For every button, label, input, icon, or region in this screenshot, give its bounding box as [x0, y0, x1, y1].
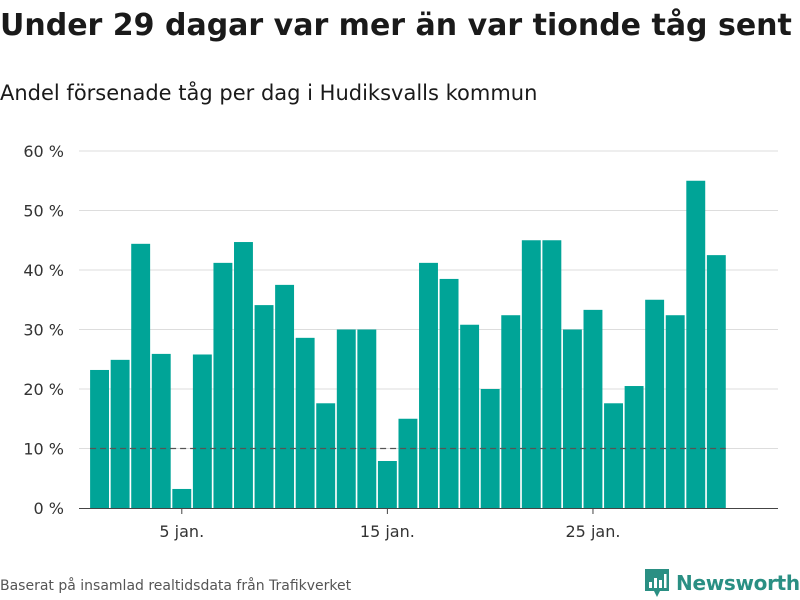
- y-tick-label: 30 %: [23, 321, 64, 340]
- x-tick-label: 5 jan.: [159, 522, 204, 541]
- x-tick-label: 15 jan.: [360, 522, 415, 541]
- bar: [172, 488, 192, 508]
- bar: [192, 354, 212, 508]
- y-tick-label: 50 %: [23, 202, 64, 221]
- y-tick-label: 0 %: [34, 499, 64, 518]
- y-tick-label: 20 %: [23, 380, 64, 399]
- bar: [542, 240, 562, 508]
- x-tick-label: 25 jan.: [566, 522, 621, 541]
- bar: [604, 403, 623, 508]
- bar: [521, 240, 541, 508]
- bar: [275, 284, 295, 508]
- bar: [254, 305, 274, 508]
- bar: [686, 180, 706, 508]
- bar: [624, 386, 644, 508]
- bar: [213, 262, 233, 508]
- chart-title: Under 29 dagar var mer än var tionde tåg…: [0, 8, 792, 43]
- bar: [110, 359, 130, 508]
- bar: [234, 242, 253, 508]
- bar: [501, 315, 521, 508]
- bar: [357, 329, 377, 508]
- y-axis-tick-labels: 0 % 10 % 20 % 30 % 40 % 50 % 60 %: [23, 142, 64, 518]
- bar: [151, 353, 171, 508]
- brand-logo: Newsworthy: [644, 568, 800, 598]
- bar: [295, 337, 315, 508]
- bars: [90, 180, 726, 508]
- y-tick-label: 40 %: [23, 261, 64, 280]
- y-tick-label: 60 %: [23, 142, 64, 161]
- bar: [645, 299, 665, 508]
- bar: [460, 324, 480, 508]
- bar: [419, 262, 438, 508]
- x-axis: 5 jan. 15 jan. 25 jan.: [79, 508, 778, 541]
- y-tick-label: 10 %: [23, 440, 64, 459]
- bar: [706, 255, 726, 508]
- source-note: Baserat på insamlad realtidsdata från Tr…: [0, 578, 352, 594]
- bar-chart: 0 % 10 % 20 % 30 % 40 % 50 % 60 % 5 jan. 15 jan…: [23, 142, 778, 541]
- bar: [131, 243, 151, 508]
- newsworthy-logo-icon: [645, 569, 669, 597]
- bar: [439, 278, 459, 508]
- bar: [562, 329, 582, 508]
- bar: [316, 403, 336, 508]
- bar: [377, 460, 397, 508]
- bar: [398, 418, 418, 508]
- bar: [90, 369, 110, 508]
- brand-name: Newsworthy: [676, 571, 800, 595]
- chart-subtitle: Andel försenade tåg per dag i Hudiksvall…: [0, 81, 538, 105]
- bar: [336, 329, 356, 508]
- bar: [583, 309, 603, 508]
- bar: [665, 315, 685, 508]
